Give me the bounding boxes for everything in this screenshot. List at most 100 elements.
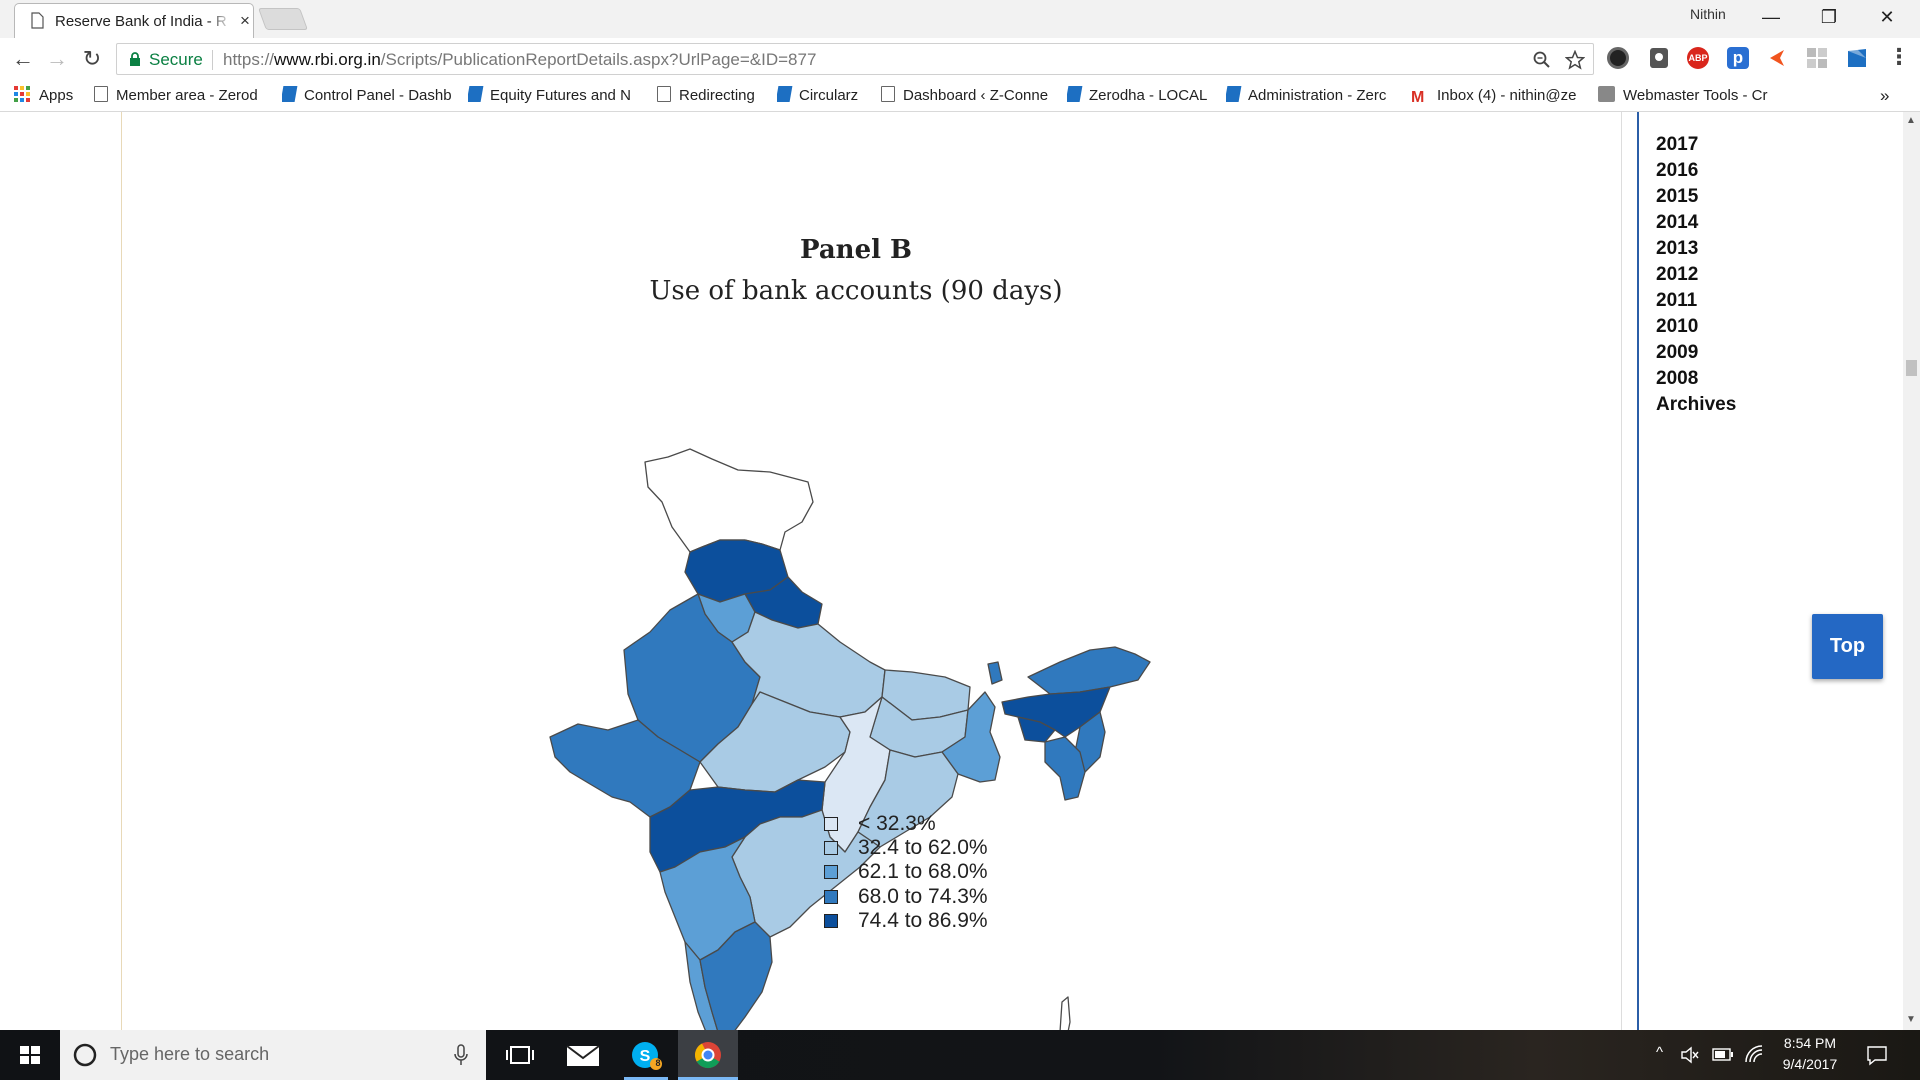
ext-blue-icon[interactable] — [1846, 47, 1868, 69]
map-region-arunachal — [1027, 646, 1151, 695]
secure-label: Secure — [149, 50, 203, 69]
year-link-2015[interactable]: 2015 — [1656, 186, 1699, 207]
figure-title: Panel B — [799, 235, 913, 265]
bookmark-inbox[interactable]: M Inbox (4) - nithin@ze — [1411, 84, 1581, 108]
year-link-2009[interactable]: 2009 — [1656, 342, 1699, 363]
bookmark-label: Redirecting — [679, 87, 755, 104]
legend-swatch — [824, 865, 838, 879]
ext-orange-icon[interactable] — [1766, 47, 1788, 69]
action-center-icon[interactable] — [1866, 1044, 1888, 1066]
windows-start-icon[interactable] — [0, 1030, 60, 1080]
file-icon — [657, 86, 671, 102]
year-link-2016[interactable]: 2016 — [1656, 160, 1699, 181]
tab-close-icon[interactable]: × — [240, 11, 250, 30]
year-link-2011[interactable]: 2011 — [1656, 290, 1698, 311]
ext-shield-icon[interactable] — [1648, 47, 1670, 69]
legend-label: 32.4 to 62.0% — [858, 836, 988, 859]
adblock-plus-icon[interactable]: ABP — [1687, 47, 1709, 69]
bookmark-dashboard[interactable]: Dashboard ‹ Z-Conne — [881, 84, 1051, 108]
bookmark-label: Apps — [39, 87, 74, 104]
webmaster-icon — [1598, 86, 1615, 102]
tray-chevron-icon[interactable]: ^ — [1656, 1044, 1664, 1061]
year-link-2014[interactable]: 2014 — [1656, 212, 1699, 233]
bookmarks-overflow-icon[interactable]: » — [1880, 86, 1890, 105]
bookmark-webmaster[interactable]: Webmaster Tools - Cr — [1598, 84, 1770, 108]
archives-link[interactable]: Archives — [1656, 394, 1737, 415]
wifi-icon[interactable] — [1744, 1044, 1764, 1064]
legend-label: 68.0 to 74.3% — [858, 885, 988, 908]
battery-icon[interactable] — [1712, 1048, 1734, 1062]
chrome-menu-icon[interactable]: ⋮ — [1888, 44, 1910, 69]
map-region-mizoram-tripura — [1044, 736, 1086, 801]
ext-grid-icon[interactable] — [1806, 47, 1828, 69]
svg-text:S: S — [640, 1048, 651, 1065]
year-link-2012[interactable]: 2012 — [1656, 264, 1699, 285]
bookmark-label: Webmaster Tools - Cr — [1623, 87, 1768, 104]
year-link-2017[interactable]: 2017 — [1656, 134, 1699, 155]
bookmark-label: Dashboard ‹ Z-Conne — [903, 87, 1049, 104]
legend-label: 62.1 to 68.0% — [858, 860, 988, 883]
profile-button[interactable]: Nithin — [1690, 6, 1726, 22]
legend-swatch — [824, 817, 838, 831]
bookmark-administration[interactable]: Administration - Zerc — [1226, 84, 1396, 108]
bookmark-apps[interactable]: Apps — [14, 84, 84, 108]
bookmark-label: Zerodha - LOCAL — [1089, 87, 1208, 104]
reload-button[interactable]: ↻ — [82, 46, 102, 71]
back-button[interactable]: ← — [12, 46, 34, 71]
bookmark-member-area[interactable]: Member area - Zerod — [94, 84, 264, 108]
year-link-2010[interactable]: 2010 — [1656, 316, 1699, 337]
scroll-down-icon[interactable]: ▼ — [1906, 1014, 1916, 1025]
year-link-2013[interactable]: 2013 — [1656, 238, 1699, 259]
bookmark-redirecting[interactable]: Redirecting — [657, 84, 767, 108]
search-placeholder: Type here to search — [110, 1044, 270, 1064]
taskbar-search[interactable]: Type here to search — [60, 1030, 486, 1080]
ext-p-icon[interactable]: p — [1727, 47, 1749, 69]
chrome-taskbar-icon[interactable] — [678, 1030, 738, 1080]
blue-bookmark-icon — [1226, 86, 1242, 102]
bookmark-label: Inbox (4) - nithin@ze — [1437, 87, 1577, 104]
bookmark-label: Control Panel - Dashb — [304, 87, 452, 104]
legend-swatch — [824, 841, 838, 855]
year-link-2008[interactable]: 2008 — [1656, 368, 1699, 389]
gmail-icon: M — [1411, 89, 1425, 106]
microphone-icon[interactable] — [454, 1044, 468, 1066]
new-tab-button[interactable] — [257, 8, 309, 30]
minimize-button[interactable]: — — [1762, 7, 1780, 27]
clock-date[interactable]: 9/4/2017 — [1782, 1056, 1838, 1072]
address-bar[interactable]: Secure https://www.rbi.org.in/Scripts/Pu… — [116, 43, 1594, 75]
scroll-up-icon[interactable]: ▲ — [1906, 115, 1916, 126]
bookmark-zerodha-local[interactable]: Zerodha - LOCAL — [1067, 84, 1217, 108]
blue-bookmark-icon — [282, 86, 298, 102]
tab-title: Reserve Bank of India - R — [55, 13, 231, 30]
ext-dark-circle-icon[interactable] — [1607, 47, 1629, 69]
page-icon — [31, 12, 44, 29]
scroll-thumb[interactable] — [1906, 360, 1917, 376]
blue-bookmark-icon — [468, 86, 484, 102]
india-choropleth-map — [549, 448, 1151, 1030]
bookmark-control-panel[interactable]: Control Panel - Dashb — [282, 84, 452, 108]
url-text[interactable]: https://www.rbi.org.in/Scripts/Publicati… — [223, 50, 816, 70]
bookmark-equity-futures[interactable]: Equity Futures and N — [468, 84, 638, 108]
zoom-icon[interactable] — [1533, 51, 1551, 69]
skype-icon[interactable]: S — [616, 1030, 676, 1080]
forward-button[interactable]: → — [46, 46, 68, 71]
legend-swatch — [824, 890, 838, 904]
tab-reserve-bank[interactable]: Reserve Bank of India - R × — [14, 3, 254, 38]
back-to-top-button[interactable]: Top — [1812, 614, 1883, 679]
mail-icon[interactable] — [553, 1030, 613, 1080]
map-region-sikkim — [987, 661, 1003, 685]
blue-bookmark-icon — [1067, 86, 1083, 102]
close-window-button[interactable]: ✕ — [1879, 7, 1895, 27]
volume-muted-icon[interactable] — [1680, 1046, 1700, 1064]
content-border — [1621, 112, 1622, 1030]
lock-icon — [130, 52, 140, 66]
star-icon[interactable] — [1565, 50, 1585, 70]
restore-button[interactable]: ❐ — [1820, 7, 1838, 27]
map-region-karnataka — [659, 836, 756, 961]
scrollbar[interactable]: ▲ ▼ — [1903, 112, 1920, 1030]
url-path: /Scripts/PublicationReportDetails.aspx?U… — [380, 50, 817, 69]
clock-time[interactable]: 8:54 PM — [1783, 1035, 1837, 1051]
bookmark-circularz[interactable]: Circularz — [777, 84, 877, 108]
task-view-icon[interactable] — [490, 1030, 550, 1080]
url-domain: www.rbi.org.in — [274, 50, 381, 69]
